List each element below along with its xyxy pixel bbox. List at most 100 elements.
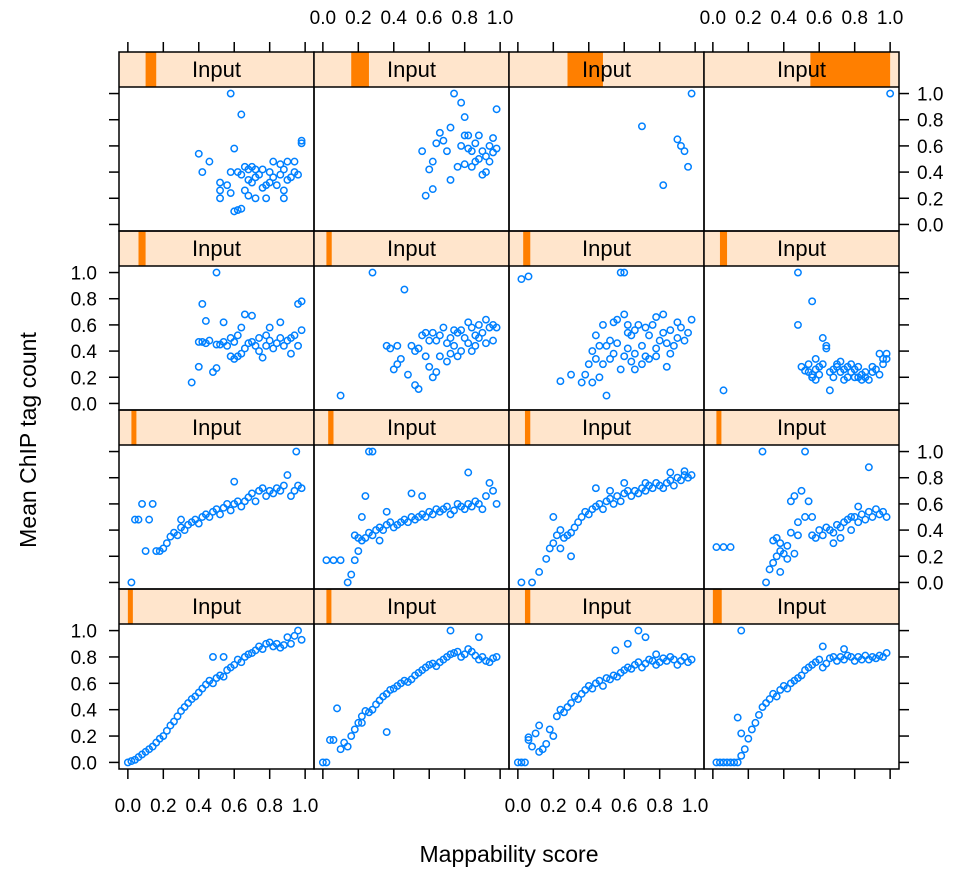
data-point bbox=[467, 147, 476, 156]
data-point bbox=[418, 147, 427, 156]
data-point bbox=[652, 650, 661, 659]
data-point bbox=[474, 155, 483, 163]
data-point bbox=[297, 297, 306, 306]
strip-label: Input bbox=[192, 594, 241, 619]
data-point bbox=[237, 110, 246, 119]
panel-1-2: Input bbox=[508, 230, 705, 411]
data-point bbox=[542, 740, 551, 748]
data-point bbox=[276, 486, 285, 495]
data-point bbox=[850, 373, 859, 382]
data-point bbox=[131, 515, 139, 524]
data-point bbox=[801, 447, 809, 456]
data-point bbox=[343, 578, 352, 587]
strip-range-bar bbox=[524, 410, 531, 445]
data-point bbox=[801, 366, 809, 375]
data-point bbox=[595, 676, 604, 685]
data-point bbox=[127, 757, 136, 766]
data-point bbox=[638, 341, 646, 350]
data-point bbox=[829, 528, 838, 537]
data-point bbox=[329, 736, 338, 744]
data-point bbox=[194, 362, 203, 371]
data-point bbox=[400, 676, 409, 685]
y-tick-label: 1.0 bbox=[917, 443, 943, 464]
data-point bbox=[162, 726, 171, 735]
data-point bbox=[226, 168, 235, 177]
data-point bbox=[276, 318, 285, 327]
data-point bbox=[450, 341, 458, 350]
data-point bbox=[783, 541, 792, 550]
strip-label: Input bbox=[192, 236, 241, 261]
x-tick-label: 0.4 bbox=[186, 796, 213, 817]
y-tick-label: 1.0 bbox=[71, 622, 97, 643]
panel-2-2: Input bbox=[508, 409, 705, 590]
data-point bbox=[474, 334, 483, 342]
data-point bbox=[457, 98, 466, 107]
x-tick-label: 0.6 bbox=[806, 8, 832, 29]
data-point bbox=[187, 378, 196, 387]
data-point bbox=[737, 729, 746, 738]
data-point bbox=[272, 339, 281, 348]
data-point bbox=[623, 663, 632, 672]
data-point bbox=[829, 539, 838, 548]
data-point bbox=[414, 385, 423, 394]
data-point bbox=[162, 539, 171, 548]
data-point bbox=[269, 173, 278, 182]
data-point bbox=[492, 499, 501, 508]
data-point bbox=[680, 147, 689, 156]
data-point bbox=[627, 357, 636, 366]
data-point bbox=[292, 447, 301, 456]
data-point bbox=[489, 654, 497, 663]
data-point bbox=[450, 506, 458, 515]
data-point bbox=[677, 476, 685, 485]
strip-range-bar bbox=[810, 52, 891, 87]
data-point bbox=[591, 354, 600, 363]
data-point bbox=[361, 533, 370, 542]
data-point bbox=[425, 660, 434, 669]
data-point bbox=[733, 713, 742, 722]
data-point bbox=[847, 526, 856, 535]
data-point bbox=[170, 717, 178, 726]
data-point bbox=[680, 336, 689, 345]
data-point bbox=[485, 141, 494, 150]
data-point bbox=[365, 447, 373, 456]
data-point bbox=[740, 745, 749, 754]
data-point bbox=[255, 347, 263, 356]
strip-label: Input bbox=[387, 594, 436, 619]
data-point bbox=[428, 328, 437, 337]
data-point bbox=[283, 633, 292, 642]
data-point bbox=[602, 674, 611, 682]
data-point bbox=[822, 344, 831, 353]
data-point bbox=[609, 349, 618, 358]
strip-label: Input bbox=[777, 415, 826, 440]
data-point bbox=[680, 653, 689, 661]
data-point bbox=[528, 578, 536, 587]
data-point bbox=[159, 732, 168, 740]
strip-label: Input bbox=[387, 415, 436, 440]
data-point bbox=[421, 191, 430, 200]
x-axis-label: Mappability score bbox=[420, 841, 599, 867]
data-point bbox=[294, 341, 302, 350]
data-point bbox=[489, 336, 497, 345]
data-point bbox=[634, 626, 643, 635]
data-point bbox=[269, 489, 278, 498]
data-point bbox=[382, 728, 391, 737]
data-point bbox=[818, 360, 827, 369]
data-point bbox=[467, 347, 476, 356]
strip-background bbox=[314, 52, 509, 87]
data-point bbox=[549, 732, 558, 740]
data-point bbox=[205, 157, 214, 166]
data-point bbox=[265, 168, 274, 177]
data-point bbox=[443, 339, 451, 348]
data-point bbox=[857, 510, 866, 519]
data-point bbox=[521, 758, 529, 767]
y-tick-label: 0.4 bbox=[71, 342, 98, 363]
data-point bbox=[240, 310, 249, 319]
data-point bbox=[251, 341, 260, 350]
data-point bbox=[818, 334, 827, 342]
data-point bbox=[439, 323, 448, 332]
data-point bbox=[882, 349, 891, 358]
data-point bbox=[719, 386, 728, 395]
data-point bbox=[276, 334, 285, 342]
data-point bbox=[244, 191, 253, 200]
data-point bbox=[822, 659, 831, 668]
